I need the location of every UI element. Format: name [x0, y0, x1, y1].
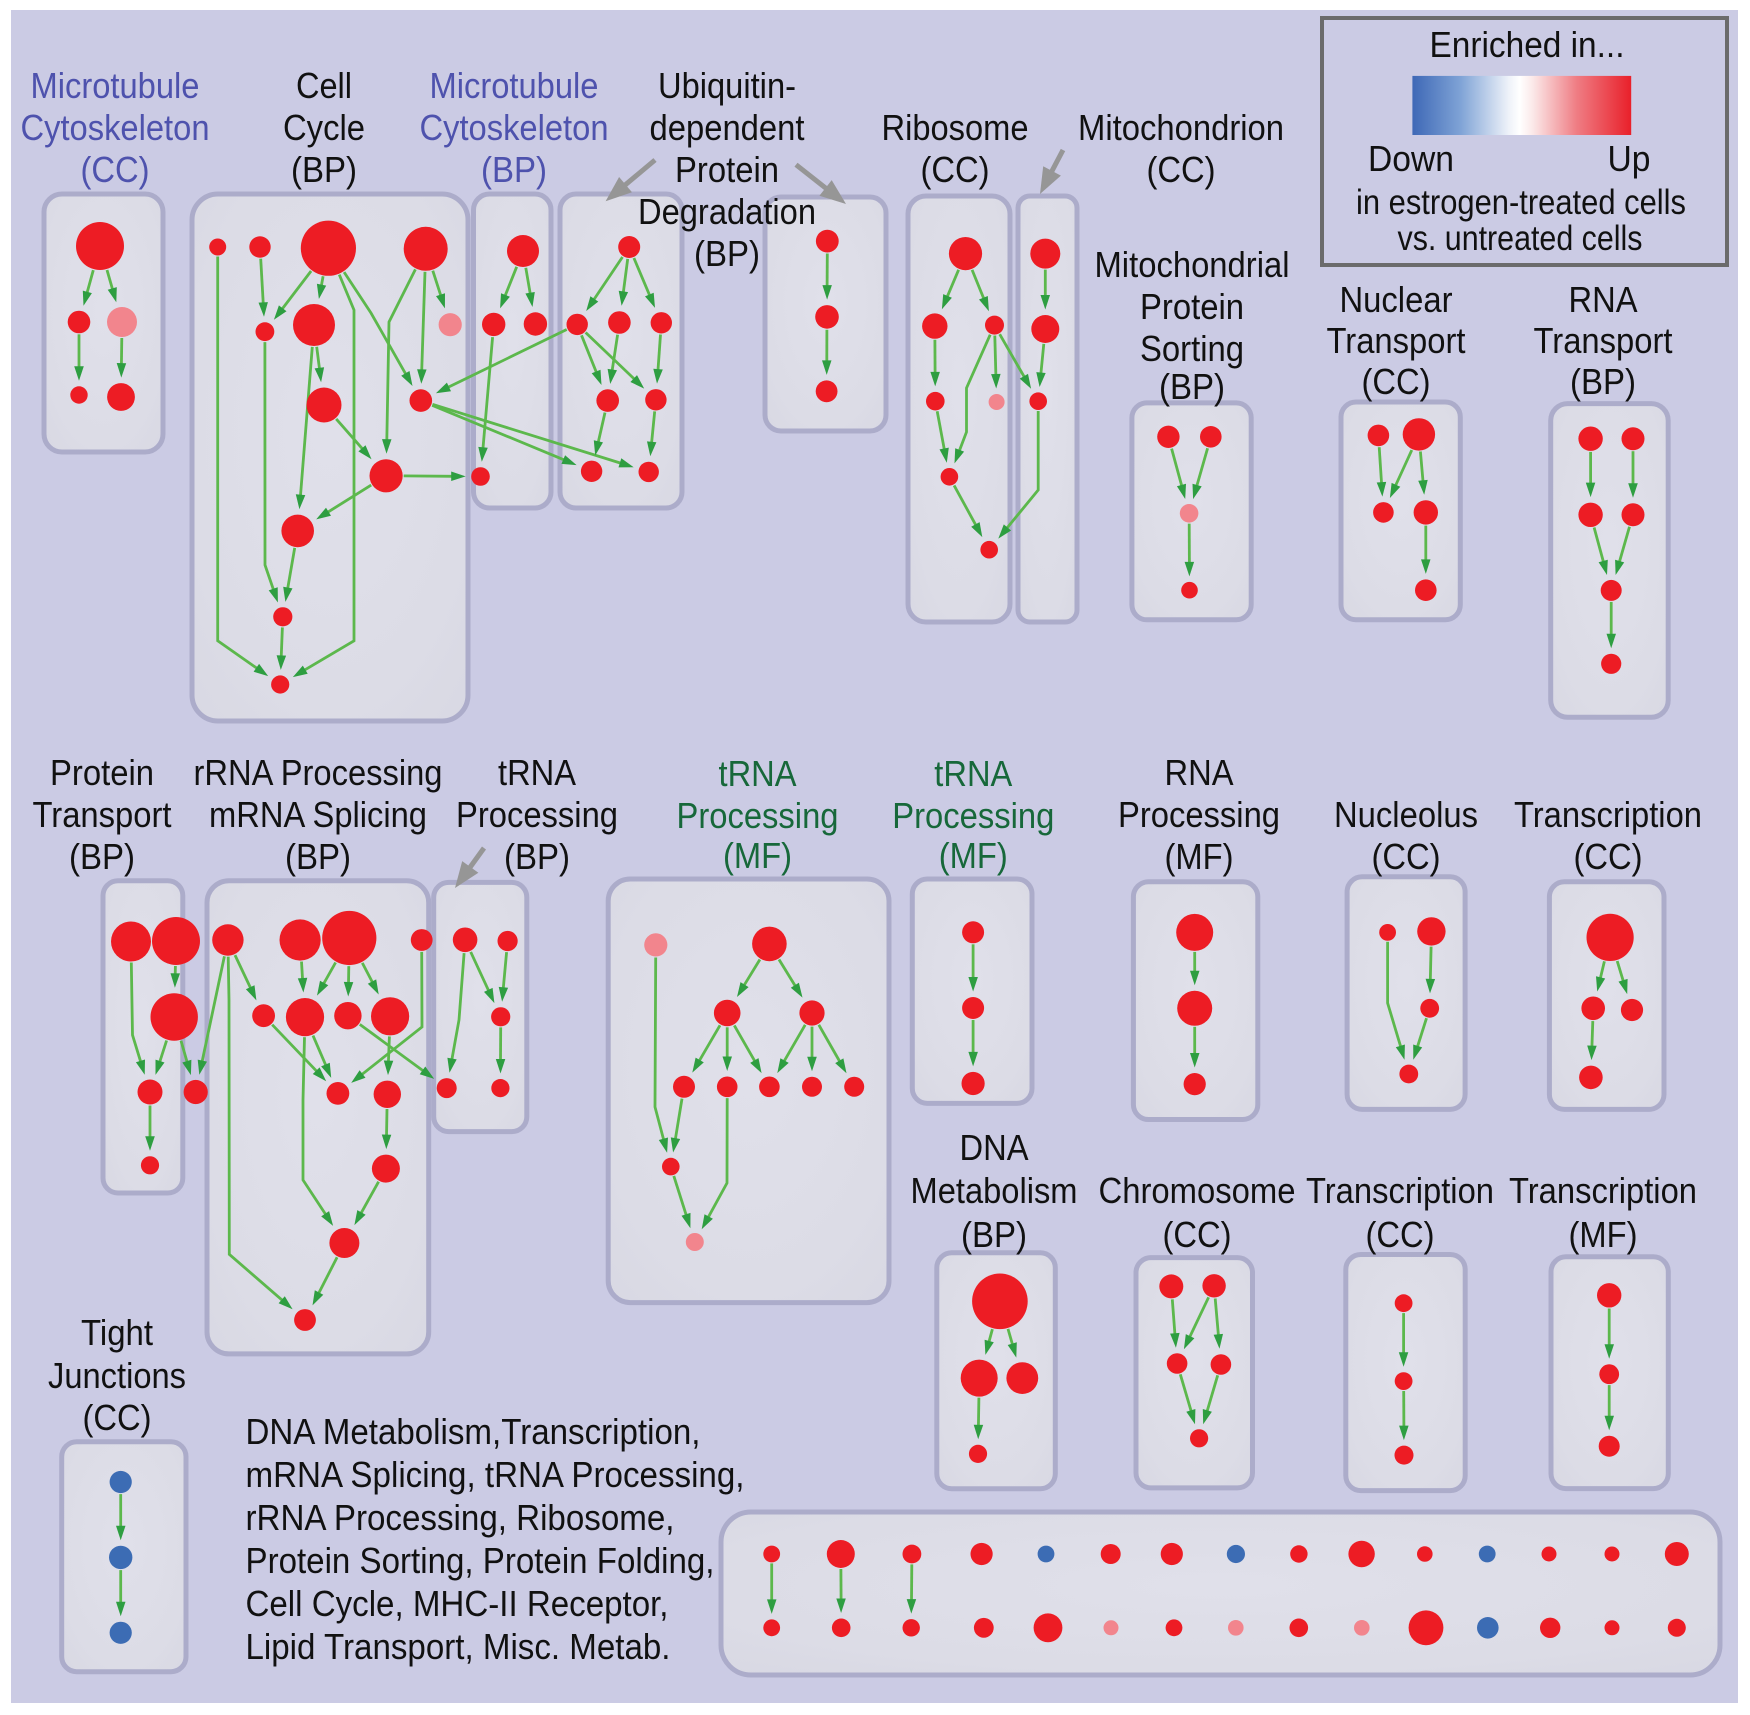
svg-text:(BP): (BP)	[69, 836, 135, 877]
svg-text:(MF): (MF)	[1165, 836, 1234, 877]
svg-text:mRNA Splicing, tRNA Processing: mRNA Splicing, tRNA Processing,	[246, 1454, 745, 1495]
svg-text:Mitochondrial: Mitochondrial	[1095, 244, 1290, 285]
svg-text:DNA: DNA	[960, 1127, 1029, 1168]
svg-text:Down: Down	[1368, 138, 1454, 179]
svg-text:Metabolism: Metabolism	[911, 1170, 1078, 1211]
svg-text:Microtubule: Microtubule	[430, 65, 599, 106]
svg-text:Transport: Transport	[33, 794, 172, 835]
svg-text:(BP): (BP)	[1159, 366, 1225, 407]
svg-text:Microtubule: Microtubule	[31, 65, 200, 106]
svg-text:(CC): (CC)	[1372, 836, 1441, 877]
svg-text:(CC): (CC)	[921, 149, 990, 190]
svg-text:(CC): (CC)	[1163, 1214, 1232, 1255]
svg-text:Protein Sorting, Protein Foldi: Protein Sorting, Protein Folding,	[246, 1540, 715, 1581]
svg-text:(BP): (BP)	[291, 149, 357, 190]
svg-text:(MF): (MF)	[723, 835, 792, 876]
svg-text:Cytoskeleton: Cytoskeleton	[420, 107, 609, 148]
svg-text:Processing: Processing	[677, 795, 839, 836]
svg-text:Tight: Tight	[81, 1312, 153, 1353]
svg-text:Mitochondrion: Mitochondrion	[1078, 107, 1284, 148]
svg-text:dependent: dependent	[650, 107, 805, 148]
svg-text:vs. untreated cells: vs. untreated cells	[1398, 219, 1643, 258]
svg-text:rRNA Processing: rRNA Processing	[194, 752, 443, 793]
svg-text:(MF): (MF)	[1569, 1214, 1638, 1255]
svg-text:Processing: Processing	[456, 794, 618, 835]
svg-text:(MF): (MF)	[939, 835, 1008, 876]
svg-text:Transcription: Transcription	[1514, 794, 1702, 835]
svg-text:Cell Cycle, MHC-II Receptor,: Cell Cycle, MHC-II Receptor,	[246, 1583, 669, 1624]
svg-text:in estrogen-treated cells: in estrogen-treated cells	[1356, 183, 1686, 222]
svg-text:Up: Up	[1608, 138, 1651, 179]
svg-text:Cell: Cell	[296, 65, 352, 106]
svg-text:(BP): (BP)	[481, 149, 547, 190]
svg-text:Junctions: Junctions	[48, 1355, 186, 1396]
svg-text:(CC): (CC)	[81, 149, 150, 190]
svg-text:Ribosome: Ribosome	[882, 107, 1029, 148]
svg-text:RNA: RNA	[1165, 752, 1234, 793]
svg-text:tRNA: tRNA	[719, 753, 797, 794]
svg-text:(CC): (CC)	[1366, 1214, 1435, 1255]
svg-text:Chromosome: Chromosome	[1099, 1170, 1296, 1211]
svg-text:Protein: Protein	[50, 752, 154, 793]
svg-text:(CC): (CC)	[1147, 149, 1216, 190]
svg-text:DNA Metabolism,Transcription,: DNA Metabolism,Transcription,	[246, 1411, 701, 1452]
svg-text:Transcription: Transcription	[1306, 1170, 1494, 1211]
svg-text:(BP): (BP)	[694, 233, 760, 274]
svg-text:Enriched in...: Enriched in...	[1430, 24, 1625, 65]
svg-text:Processing: Processing	[1118, 794, 1280, 835]
svg-text:mRNA Splicing: mRNA Splicing	[209, 794, 427, 835]
svg-text:Protein: Protein	[1140, 286, 1244, 327]
svg-text:(BP): (BP)	[285, 836, 351, 877]
svg-text:Processing: Processing	[892, 795, 1054, 836]
svg-text:Ubiquitin-: Ubiquitin-	[658, 65, 796, 106]
svg-text:RNA: RNA	[1569, 279, 1638, 320]
svg-text:Transcription: Transcription	[1509, 1170, 1697, 1211]
svg-text:Degradation: Degradation	[638, 191, 816, 232]
svg-text:Cytoskeleton: Cytoskeleton	[21, 107, 210, 148]
svg-text:Sorting: Sorting	[1140, 328, 1244, 369]
svg-text:Nucleolus: Nucleolus	[1334, 794, 1478, 835]
svg-text:(CC): (CC)	[1362, 361, 1431, 402]
svg-text:Transport: Transport	[1327, 320, 1466, 361]
svg-text:(CC): (CC)	[83, 1397, 152, 1438]
svg-text:Protein: Protein	[675, 149, 779, 190]
svg-text:Transport: Transport	[1534, 320, 1673, 361]
svg-text:Nuclear: Nuclear	[1340, 279, 1453, 320]
svg-text:tRNA: tRNA	[498, 752, 576, 793]
svg-text:(BP): (BP)	[504, 836, 570, 877]
svg-text:Lipid Transport, Misc. Metab.: Lipid Transport, Misc. Metab.	[246, 1626, 671, 1667]
svg-text:(CC): (CC)	[1574, 836, 1643, 877]
svg-text:tRNA: tRNA	[934, 753, 1012, 794]
svg-text:(BP): (BP)	[1570, 361, 1636, 402]
svg-text:rRNA Processing, Ribosome,: rRNA Processing, Ribosome,	[246, 1497, 675, 1538]
svg-text:(BP): (BP)	[961, 1214, 1027, 1255]
svg-text:Cycle: Cycle	[283, 107, 365, 148]
